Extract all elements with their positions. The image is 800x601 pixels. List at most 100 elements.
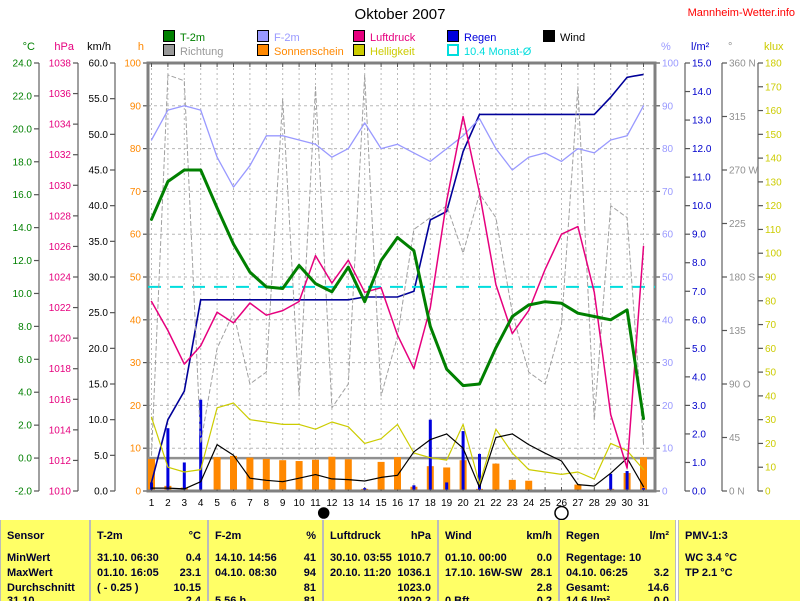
table-cell: 5.56 h 81	[215, 595, 316, 601]
axis-tick-label: 20.0	[89, 344, 109, 355]
axis-title: hPa	[54, 41, 74, 53]
day-label: 29	[605, 498, 617, 509]
sonnenschein-bar	[394, 457, 401, 490]
site-link[interactable]: Mannheim-Wetter.info	[687, 7, 795, 19]
day-label: 4	[198, 498, 204, 509]
row-label: Sensor	[7, 530, 45, 542]
row-label: MinWert	[7, 552, 51, 564]
axis-title: h	[138, 41, 144, 53]
day-label: 23	[507, 498, 519, 509]
table-cell: Regentage: 10	[566, 552, 642, 564]
axis-tick-label: 1024	[49, 273, 72, 284]
axis-tick-label: 12.0	[13, 256, 33, 267]
table-cell: 2.8	[536, 582, 552, 594]
axis-tick-label: 1032	[49, 150, 72, 161]
regen-bar	[478, 453, 481, 490]
weather-chart: 24.022.020.018.016.014.012.010.08.06.04.…	[13, 41, 784, 520]
sonnenschein-bar	[279, 460, 287, 490]
column-header: PMV-1:3	[685, 530, 728, 542]
sonnenschein-bar	[344, 459, 352, 490]
axis-tick-label: 80	[765, 296, 777, 307]
axis-title: km/h	[87, 41, 111, 53]
sonnenschein-bar	[213, 457, 221, 490]
axis-tick-label: 55.0	[89, 94, 109, 105]
day-label: 14	[359, 498, 371, 509]
legend-label: Helligkeit	[370, 46, 415, 58]
axis-tick-label: 10.0	[13, 289, 33, 300]
table-cell: 1020.2	[397, 595, 431, 601]
table-column-wind: Wind km/h 01.10. 00:00 0.0 17.10. 16W-SW 28.1…	[438, 520, 559, 601]
legend-label: Sonnenschein	[274, 46, 344, 58]
table-cell: 14.6 l/m² 0.0	[566, 595, 669, 601]
axis-tick-label: 14.0	[13, 223, 33, 234]
legend-item-f-2m: F-2m	[257, 30, 300, 44]
table-cell: 20.10. 11:20 1036.1	[330, 567, 431, 579]
sonnenschein-bar	[262, 458, 270, 490]
legend-item-t-2m: T-2m	[163, 30, 205, 44]
table-cell: 04.10. 08:30 94	[215, 567, 316, 579]
table-cell	[679, 595, 800, 601]
axis-tick-label: 15.0	[89, 380, 109, 391]
regen-bar	[609, 473, 613, 490]
regen-bar	[412, 485, 416, 490]
axis-tick-label: 170	[765, 82, 782, 93]
axis-tick-label: 1028	[49, 211, 72, 222]
sonnenschein-bar	[492, 463, 500, 490]
table-column-regen: Regen l/m² Regentage: 10 04.10. 06:25 3.2 Ges…	[559, 520, 676, 601]
axis-tick-label: 90	[662, 101, 674, 112]
table-cell: 30.10. 03:55 1010.7	[330, 552, 431, 564]
table-cell: WC 3.4 °C	[685, 552, 738, 564]
axis-tick-label: 16.0	[13, 190, 33, 201]
axis-tick-label: 225	[729, 219, 746, 230]
legend-swatch-icon	[163, 30, 175, 42]
sonnenschein-bar	[443, 467, 451, 490]
sonnenschein-bar	[328, 456, 336, 490]
table-cell: 01.10. 16:05 23.1	[97, 567, 201, 579]
axis-tick-label: 40.0	[89, 201, 109, 212]
wind-line	[150, 433, 645, 490]
legend-item-wind: Wind	[543, 30, 585, 44]
regen-bar	[166, 428, 170, 490]
new-moon-icon	[317, 507, 330, 519]
day-label: 1	[149, 498, 155, 509]
luftdruck-line	[150, 115, 645, 469]
day-label: 19	[441, 498, 453, 509]
axis-tick-label: 10.0	[692, 201, 712, 212]
column-header: Wind km/h	[445, 530, 552, 542]
row-label: MaxWert	[7, 567, 53, 579]
sonnenschein-bar	[508, 479, 516, 490]
table-column-pmv-1-3: PMV-1:3 WC 3.4 °C TP 2.1 °C	[678, 520, 800, 601]
axis-tick-label: -2.0	[15, 487, 33, 498]
day-label: 2	[165, 498, 171, 509]
table-cell: 04.10. 06:25 3.2	[566, 567, 669, 579]
legend-swatch-icon	[447, 30, 459, 42]
axis-tick-label: 70	[765, 320, 777, 331]
axis-tick-label: 80	[130, 144, 142, 155]
row-label: Durchschnitt	[7, 582, 75, 594]
axis-tick-label: 1034	[49, 120, 72, 131]
axis-title: l/m²	[691, 41, 710, 53]
day-label: 30	[622, 498, 634, 509]
legend-swatch-icon	[447, 44, 459, 56]
sonnenschein-bar	[377, 461, 385, 490]
axis-tick-label: 10	[662, 444, 674, 455]
table-column-t-2m: T-2m °C 31.10. 06:30 0.4 01.10. 16:05 23.1 ( -…	[90, 520, 208, 601]
regen-bar	[428, 419, 432, 490]
axis-tick-label: 120	[765, 201, 782, 212]
axis-tick-label: 110	[765, 225, 781, 236]
day-label: 5	[214, 498, 220, 509]
legend-item-richtung: Richtung	[163, 44, 223, 58]
axis-tick-label: 7.0	[692, 287, 706, 298]
axis-tick-label: 100	[662, 59, 679, 70]
axis-tick-label: 0.0	[18, 454, 32, 465]
axis-tick-label: 1012	[49, 456, 72, 467]
sonnenschein-bar	[246, 457, 254, 490]
legend-swatch-icon	[257, 30, 269, 42]
axis-tick-label: 20.0	[13, 124, 33, 135]
axis-tick-label: 10	[765, 463, 777, 474]
sonnenschein-bar	[525, 480, 533, 490]
axis-tick-label: 180 S	[729, 273, 755, 284]
table-cell: Gesamt: 14.6	[566, 582, 669, 594]
axis-tick-label: 35.0	[89, 237, 109, 248]
axis-tick-label: 6.0	[692, 315, 706, 326]
